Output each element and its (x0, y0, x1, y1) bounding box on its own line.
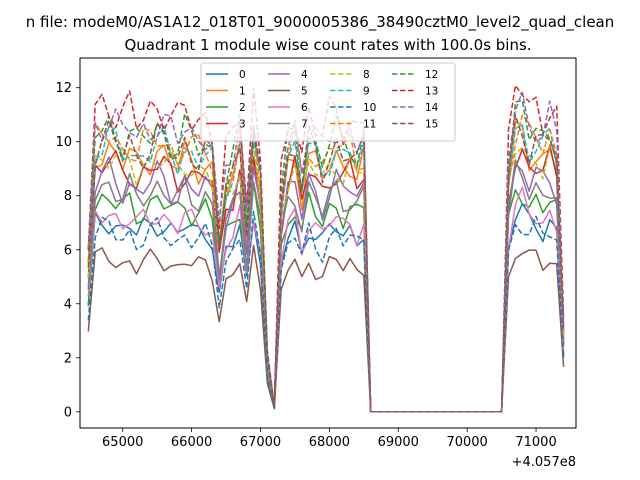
legend-label: 4 (301, 69, 308, 81)
x-tick-label: 65000 (102, 435, 143, 450)
series-line-0 (87, 202, 565, 413)
chart-title: Quadrant 1 module wise count rates with … (124, 36, 531, 54)
x-tick-label: 71000 (515, 435, 556, 450)
legend-label: 15 (425, 119, 438, 131)
legend-label: 10 (363, 102, 376, 114)
legend-label: 3 (239, 119, 246, 131)
legend-label: 6 (301, 102, 308, 114)
y-tick-label: 4 (64, 297, 72, 312)
series-line-15 (87, 114, 565, 413)
x-tick-label: 66000 (171, 435, 212, 450)
series-line-2 (87, 181, 565, 413)
figure-suptitle: n file: modeM0/AS1A12_018T01_9000005386_… (26, 13, 615, 32)
x-tick-label: 69000 (378, 435, 419, 450)
series-line-14 (87, 91, 565, 413)
x-axis: 65000 66000 67000 68000 69000 70000 71000 (102, 428, 557, 450)
series-line-10 (87, 210, 565, 413)
legend-label: 12 (425, 69, 438, 81)
legend-label: 2 (239, 102, 246, 114)
plot-area (87, 84, 565, 413)
series-line-6 (87, 186, 565, 413)
y-tick-label: 8 (64, 189, 72, 204)
y-tick-label: 2 (64, 351, 72, 366)
legend-label: 1 (239, 86, 246, 98)
y-axis: 0 2 4 6 8 10 12 (55, 81, 80, 420)
x-tick-label: 68000 (309, 435, 350, 450)
series-line-5 (87, 244, 565, 413)
series-line-4 (87, 156, 565, 413)
series-line-12 (87, 99, 565, 413)
legend-label: 5 (301, 86, 308, 98)
y-tick-label: 6 (64, 243, 72, 258)
legend-label: 9 (363, 86, 370, 98)
axes-frame (79, 57, 577, 429)
legend-label: 0 (239, 69, 246, 81)
legend-label: 11 (363, 119, 376, 131)
legend-box (200, 62, 456, 142)
legend-label: 7 (301, 119, 308, 131)
legend-label: 8 (363, 69, 370, 81)
x-tick-label: 67000 (240, 435, 281, 450)
legend-label: 14 (425, 102, 439, 114)
series-line-7 (87, 159, 565, 413)
x-tick-label: 70000 (446, 435, 487, 450)
y-tick-label: 12 (55, 81, 72, 96)
y-tick-label: 10 (55, 135, 72, 150)
y-tick-label: 0 (64, 405, 72, 420)
series-line-8 (87, 143, 565, 413)
x-offset-label: +4.057e8 (512, 455, 576, 470)
legend-label: 13 (425, 86, 438, 98)
